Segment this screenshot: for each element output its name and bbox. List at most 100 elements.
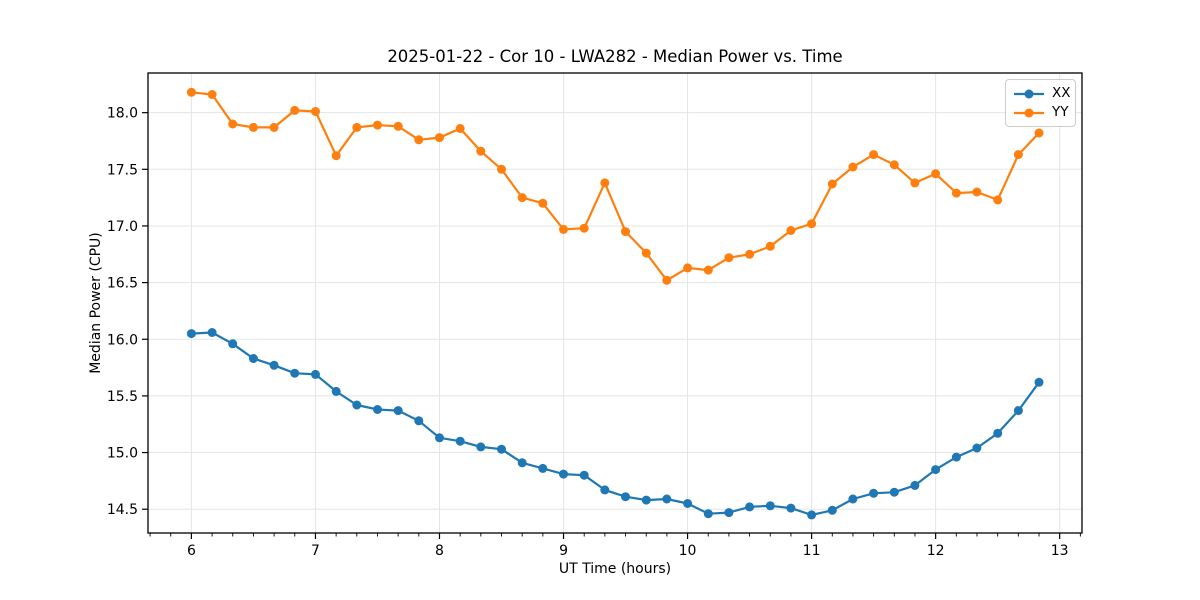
data-point-yy <box>889 160 899 170</box>
data-point-xx <box>186 329 196 339</box>
data-point-xx <box>745 502 755 512</box>
data-point-xx <box>869 488 879 498</box>
x-tick-label: 7 <box>311 543 320 559</box>
data-point-yy <box>662 275 672 285</box>
data-point-yy <box>641 248 651 258</box>
data-point-xx <box>435 433 444 443</box>
x-tick-label: 9 <box>559 543 568 559</box>
data-point-xx <box>827 505 837 515</box>
data-point-yy <box>497 164 506 174</box>
x-tick-label: 11 <box>803 543 821 559</box>
data-point-yy <box>373 120 382 130</box>
data-point-xx <box>621 492 630 502</box>
data-point-xx <box>373 405 382 414</box>
legend-item-xx: XX <box>1013 84 1071 103</box>
x-tick-label: 8 <box>435 543 444 559</box>
data-point-yy <box>290 105 300 115</box>
data-point-yy <box>269 122 279 132</box>
data-point-xx <box>476 442 486 452</box>
data-point-yy <box>621 227 630 237</box>
data-point-xx <box>579 470 589 480</box>
data-point-xx <box>393 406 403 416</box>
data-point-xx <box>331 386 341 396</box>
data-point-xx <box>993 428 1003 438</box>
x-tick-label: 10 <box>679 543 697 559</box>
data-point-yy <box>186 87 196 97</box>
y-tick-label: 16.0 <box>107 332 138 348</box>
data-point-xx <box>641 495 651 505</box>
data-point-yy <box>352 122 362 132</box>
data-point-yy <box>683 263 693 273</box>
y-tick-label: 15.5 <box>107 389 138 405</box>
data-point-yy <box>331 151 341 161</box>
data-point-yy <box>848 162 858 172</box>
data-point-xx <box>724 508 734 518</box>
y-tick-label: 18.0 <box>107 106 138 122</box>
chart-title: 2025-01-22 - Cor 10 - LWA282 - Median Po… <box>387 47 843 66</box>
data-point-yy <box>1034 128 1044 138</box>
data-point-xx <box>352 400 362 410</box>
data-point-xx <box>786 503 796 513</box>
data-point-yy <box>910 178 920 188</box>
data-point-yy <box>786 226 796 235</box>
data-point-yy <box>248 122 258 132</box>
data-point-xx <box>269 360 279 370</box>
data-point-yy <box>517 193 527 203</box>
data-point-xx <box>972 443 982 453</box>
data-point-yy <box>600 178 610 188</box>
data-point-xx <box>228 339 238 349</box>
series-line-yy <box>190 91 1041 282</box>
data-point-xx <box>910 480 920 490</box>
data-point-xx <box>1013 406 1023 416</box>
data-point-yy <box>228 119 238 129</box>
legend-item-yy: YY <box>1013 103 1069 122</box>
data-point-xx <box>1034 377 1044 387</box>
data-point-xx <box>207 328 217 337</box>
y-tick-label: 14.5 <box>107 502 138 518</box>
axes-spines <box>147 72 1083 534</box>
legend-line-marker-icon <box>1014 108 1044 117</box>
data-point-xx <box>600 485 610 495</box>
data-point-yy <box>807 219 817 229</box>
data-point-xx <box>951 452 961 462</box>
data-point-yy <box>724 253 734 263</box>
data-point-xx <box>248 354 258 363</box>
legend: XX YY <box>1005 79 1076 127</box>
data-point-xx <box>517 458 527 468</box>
data-point-yy <box>1013 150 1023 160</box>
data-point-yy <box>435 133 444 143</box>
data-point-yy <box>559 224 568 234</box>
data-point-yy <box>931 169 941 179</box>
data-point-yy <box>765 241 775 251</box>
x-tick-label: 6 <box>187 543 196 559</box>
data-point-yy <box>538 198 548 208</box>
data-point-yy <box>311 107 320 116</box>
data-point-yy <box>993 195 1003 205</box>
legend-label-xx: XX <box>1052 85 1071 101</box>
data-point-xx <box>703 509 713 519</box>
data-point-xx <box>559 469 568 479</box>
y-tick-label: 17.0 <box>107 219 138 235</box>
y-tick-label: 17.5 <box>107 162 138 178</box>
data-point-xx <box>931 465 941 475</box>
data-point-xx <box>497 444 506 454</box>
data-point-xx <box>538 463 548 473</box>
x-tick-label: 13 <box>1051 543 1069 559</box>
data-point-yy <box>207 90 217 99</box>
data-point-xx <box>662 494 672 504</box>
y-axis-label: Median Power (CPU) <box>88 232 104 374</box>
data-point-xx <box>683 499 693 508</box>
data-point-yy <box>476 146 486 156</box>
data-point-xx <box>765 501 775 511</box>
data-point-xx <box>311 369 320 379</box>
y-tick-label: 15.0 <box>107 446 138 462</box>
data-point-yy <box>745 249 755 259</box>
data-point-xx <box>290 368 300 378</box>
data-point-xx <box>848 494 858 504</box>
data-point-yy <box>972 187 982 197</box>
data-point-xx <box>889 487 899 497</box>
x-tick-label: 12 <box>927 543 945 559</box>
legend-label-yy: YY <box>1052 104 1069 120</box>
